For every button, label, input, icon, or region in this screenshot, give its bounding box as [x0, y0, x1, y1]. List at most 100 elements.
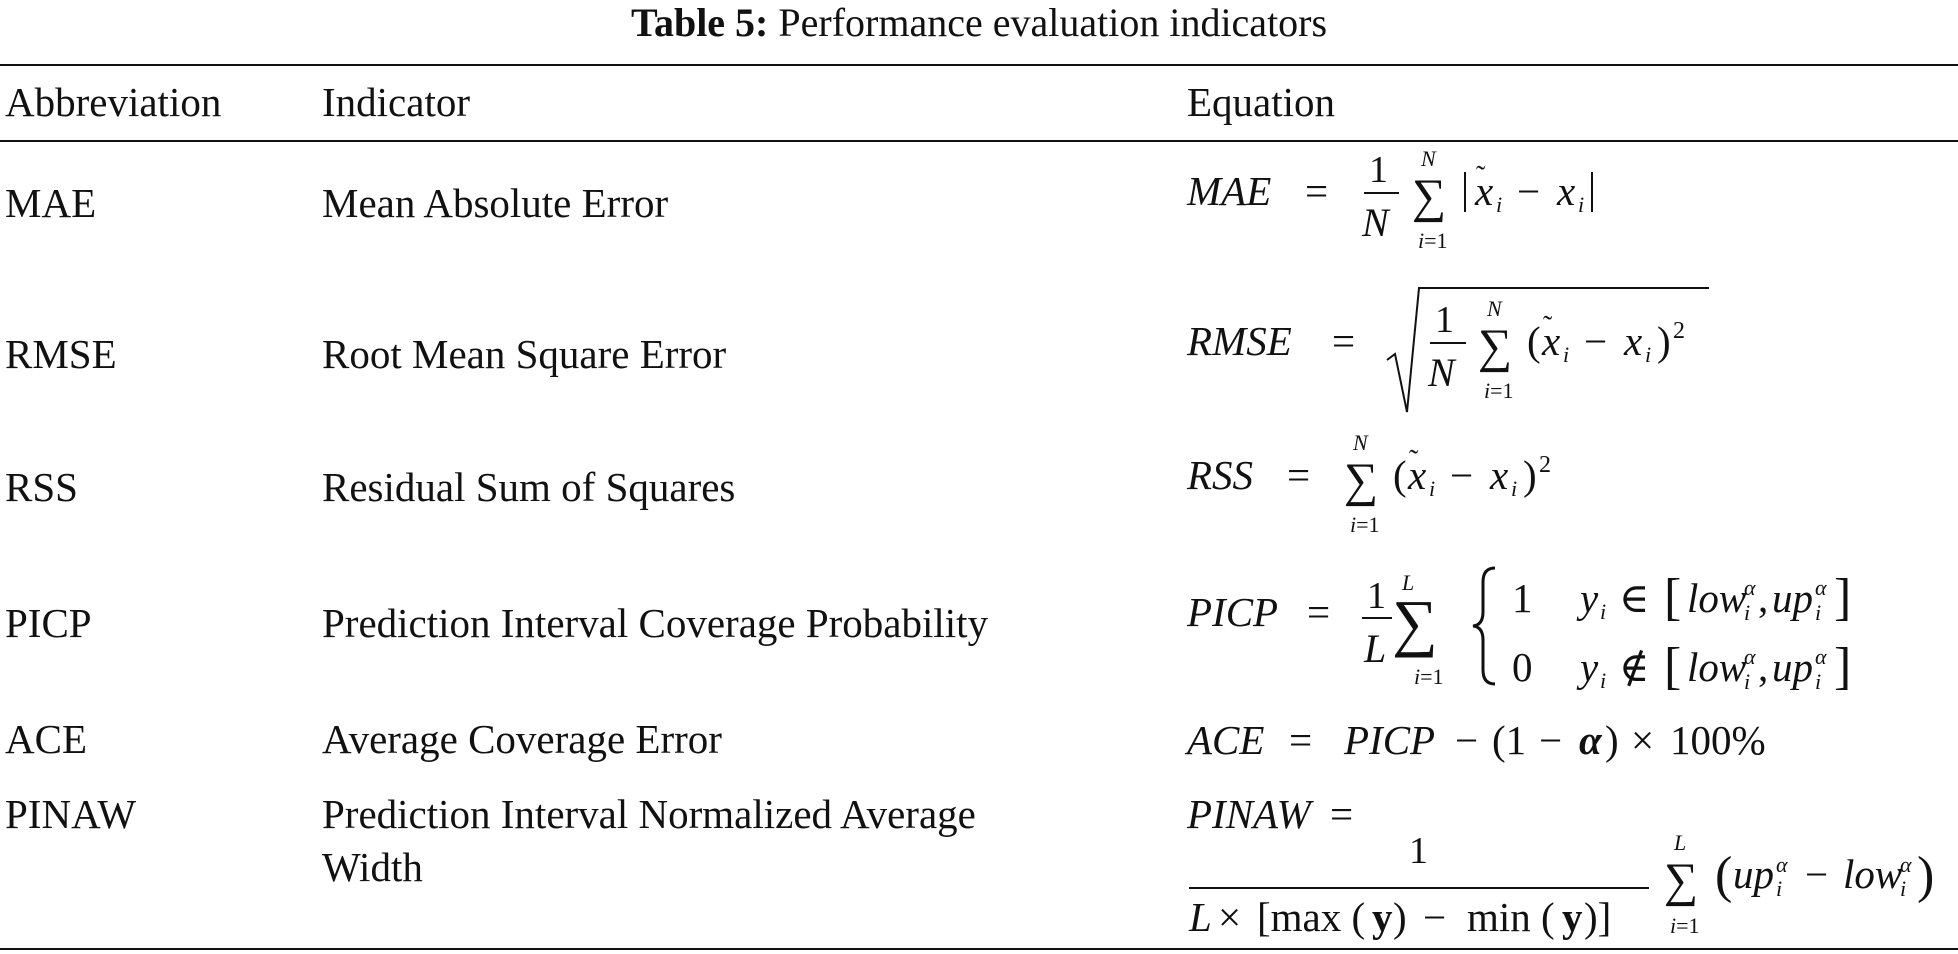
row-pinaw-indicator-line2: Width [322, 844, 423, 890]
ace-equation: ACE = PICP − (1 − α ) × 100% [1184, 710, 1827, 770]
svg-text:y: y [1562, 894, 1583, 940]
svg-text:0: 0 [1512, 644, 1533, 690]
svg-text:up: up [1772, 575, 1813, 621]
row-pinaw-abbreviation: PINAW [5, 791, 137, 837]
svg-text:min (: min ( [1467, 894, 1555, 940]
row-rmse-abbreviation: RMSE [5, 331, 117, 377]
svg-text:1: 1 [1369, 149, 1388, 191]
svg-text:i: i [1744, 669, 1750, 694]
svg-text:PICP: PICP [1186, 589, 1278, 635]
svg-text:i: i [1563, 342, 1569, 367]
svg-text:L: L [1673, 830, 1686, 855]
svg-text:∉: ∉ [1619, 644, 1649, 690]
svg-text:∑: ∑ [1664, 854, 1698, 907]
svg-text:N: N [1427, 350, 1457, 395]
svg-text:): ) [1605, 717, 1619, 763]
svg-text:MAE: MAE [1186, 168, 1271, 214]
svg-text:N: N [1420, 146, 1437, 171]
row-ace-abbreviation: ACE [5, 716, 87, 762]
svg-text:i=1: i=1 [1484, 378, 1514, 403]
svg-text:1: 1 [1435, 299, 1454, 341]
svg-text:PICP: PICP [1343, 717, 1435, 763]
svg-text:α: α [1900, 852, 1912, 877]
pinaw-equation: PINAW = 1 L × [max ( y ) − min ( y )] L … [1186, 788, 1957, 948]
svg-text:): ) [1917, 847, 1934, 904]
svg-text:ACE: ACE [1184, 717, 1264, 763]
svg-text:i: i [1900, 876, 1906, 901]
svg-text:=: = [1305, 168, 1328, 214]
svg-text:1: 1 [1512, 575, 1533, 621]
svg-text:×: × [1218, 894, 1241, 940]
svg-text:i: i [1429, 476, 1435, 501]
svg-text:y: y [1576, 575, 1599, 621]
svg-text:(1: (1 [1492, 717, 1526, 763]
svg-text:∈: ∈ [1619, 575, 1649, 621]
svg-text:i: i [1815, 669, 1821, 694]
svg-text:x: x [1474, 168, 1493, 214]
svg-text:i: i [1744, 600, 1750, 625]
svg-text:−: − [1539, 717, 1562, 763]
svg-text:,: , [1758, 644, 1768, 690]
svg-text:2: 2 [1673, 318, 1685, 344]
svg-text:−: − [1423, 894, 1446, 940]
svg-text:i: i [1645, 342, 1651, 367]
svg-text:α: α [1744, 644, 1756, 669]
svg-text:y: y [1576, 644, 1599, 690]
svg-text:α: α [1815, 575, 1827, 600]
svg-text:(: ( [1715, 847, 1732, 904]
svg-text:RSS: RSS [1186, 452, 1253, 498]
svg-text:x: x [1623, 318, 1642, 364]
svg-text:[max (: [max ( [1257, 894, 1365, 940]
svg-text:i: i [1496, 192, 1502, 217]
svg-text:˜: ˜ [1476, 161, 1486, 192]
svg-text:): ) [1657, 318, 1671, 364]
svg-text:=: = [1330, 791, 1353, 837]
header-rule [0, 140, 1958, 142]
mae-equation: MAE = 1 N N ∑ i=1 x ˜ i − x i [1186, 146, 1687, 268]
table-title: Performance evaluation indicators [778, 0, 1328, 45]
svg-text:−: − [1455, 717, 1478, 763]
header-equation: Equation [1187, 79, 1336, 125]
svg-text:i: i [1600, 668, 1606, 693]
svg-text:α: α [1579, 717, 1603, 763]
svg-text:100%: 100% [1670, 717, 1766, 763]
svg-text:i: i [1578, 192, 1584, 217]
svg-text:−: − [1517, 168, 1540, 214]
svg-text:RMSE: RMSE [1186, 318, 1292, 364]
row-mae-indicator: Mean Absolute Error [322, 180, 669, 226]
svg-text:−: − [1805, 851, 1828, 897]
svg-text:): ) [1393, 894, 1407, 940]
svg-text:)]: )] [1584, 894, 1611, 940]
row-rmse-indicator: Root Mean Square Error [322, 331, 727, 377]
svg-text:∑: ∑ [1344, 454, 1378, 507]
row-pinaw-indicator-line1: Prediction Interval Normalized Average [322, 791, 976, 837]
svg-text:2: 2 [1539, 452, 1551, 478]
svg-text:1: 1 [1409, 830, 1428, 872]
svg-text:L: L [1363, 626, 1386, 671]
svg-text:˜: ˜ [1409, 445, 1419, 476]
svg-text:,: , [1758, 575, 1768, 621]
svg-text:up: up [1772, 644, 1813, 690]
svg-text:i: i [1776, 876, 1782, 901]
svg-text:N: N [1352, 430, 1369, 455]
svg-text:): ) [1523, 452, 1537, 498]
svg-text:x: x [1407, 452, 1426, 498]
rss-equation: RSS = N ∑ i=1 ( x ˜ i − x i ) 2 [1186, 430, 1607, 552]
row-rss-abbreviation: RSS [5, 464, 78, 510]
svg-text:i: i [1815, 600, 1821, 625]
svg-text:−: − [1584, 318, 1607, 364]
svg-text:PINAW: PINAW [1186, 791, 1315, 837]
svg-text:(: ( [1393, 452, 1407, 498]
svg-text:y: y [1372, 894, 1393, 940]
row-rss-indicator: Residual Sum of Squares [322, 464, 736, 510]
svg-text:×: × [1631, 717, 1654, 763]
svg-text:α: α [1815, 644, 1827, 669]
svg-text:[: [ [1664, 638, 1681, 695]
row-mae-abbreviation: MAE [5, 180, 97, 226]
svg-text:∑: ∑ [1392, 587, 1438, 658]
svg-text:=: = [1289, 717, 1312, 763]
svg-text:α: α [1744, 575, 1756, 600]
svg-text:low: low [1843, 851, 1903, 897]
svg-text:˜: ˜ [1543, 311, 1553, 342]
table-label: Table 5: [630, 0, 769, 45]
